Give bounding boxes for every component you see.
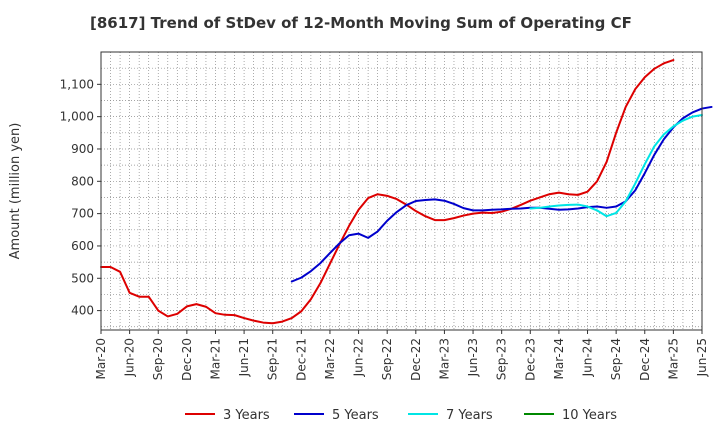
y-axis-label: Amount (million yen) xyxy=(8,123,23,260)
y-tick-label: 500 xyxy=(71,271,94,285)
x-tick-label: Dec-20 xyxy=(180,338,194,381)
plot-area xyxy=(101,52,702,330)
x-tick-label: Sep-23 xyxy=(495,338,509,380)
y-tick-label: 700 xyxy=(71,207,94,221)
x-tick-label: Mar-24 xyxy=(552,338,566,379)
y-tick-label: 800 xyxy=(71,174,94,188)
series-line-3-years xyxy=(100,59,675,325)
y-tick-label: 600 xyxy=(71,239,94,253)
legend-label: 10 Years xyxy=(562,408,617,423)
x-axis-ticks: Mar-20 Jun-20 Sep-20 Dec-20 Mar-21 Jun-21 Sep-… xyxy=(94,330,709,381)
x-tick-label: Dec-22 xyxy=(409,338,423,381)
x-tick-label: Dec-21 xyxy=(294,338,308,381)
series-line-7-years xyxy=(529,114,703,218)
x-tick-label: Jun-25 xyxy=(695,338,709,377)
series-lines xyxy=(100,59,713,325)
x-tick-label: Jun-24 xyxy=(581,338,595,377)
x-tick-label: Jun-20 xyxy=(123,338,137,377)
legend-label: 3 Years xyxy=(223,408,270,423)
y-tick-label: 1,000 xyxy=(60,110,94,124)
x-tick-label: Dec-23 xyxy=(523,338,537,381)
grid-lines xyxy=(100,51,703,330)
x-tick-label: Jun-21 xyxy=(237,338,251,377)
chart-title: [8617] Trend of StDev of 12-Month Moving… xyxy=(90,14,632,32)
legend-label: 5 Years xyxy=(332,408,379,423)
x-tick-label: Mar-21 xyxy=(208,338,222,379)
x-tick-label: Jun-22 xyxy=(352,338,366,377)
x-tick-label: Sep-20 xyxy=(151,338,165,380)
x-tick-label: Mar-22 xyxy=(323,338,337,379)
x-tick-label: Mar-25 xyxy=(666,338,680,379)
legend: 3 Years 5 Years 7 Years 10 Years xyxy=(185,408,617,423)
y-tick-label: 400 xyxy=(71,304,94,318)
plot-border xyxy=(100,51,703,331)
x-tick-label: Jun-23 xyxy=(466,338,480,377)
x-tick-label: Sep-24 xyxy=(609,338,623,380)
x-tick-label: Dec-24 xyxy=(638,338,652,381)
y-tick-label: 900 xyxy=(71,142,94,156)
series-line-5-years xyxy=(290,105,713,283)
legend-label: 7 Years xyxy=(446,408,493,423)
x-tick-label: Sep-21 xyxy=(266,338,280,380)
x-tick-label: Sep-22 xyxy=(380,338,394,380)
x-tick-label: Mar-23 xyxy=(437,338,451,379)
y-axis-ticks: 400 500 600 700 800 900 1,000 1,100 xyxy=(60,77,101,318)
y-tick-label: 1,100 xyxy=(60,77,94,91)
x-tick-label: Mar-20 xyxy=(94,338,108,379)
